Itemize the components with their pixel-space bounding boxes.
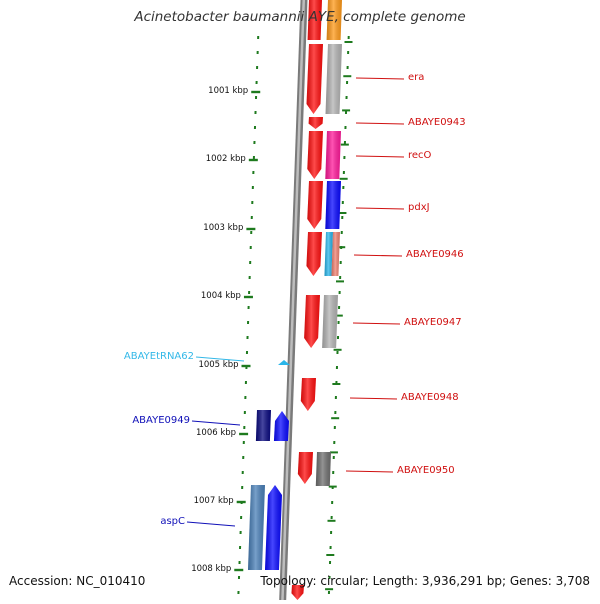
tick-label: 1006 kbp bbox=[146, 428, 236, 438]
tick-label: 1008 kbp bbox=[141, 564, 231, 574]
leader-line-right bbox=[354, 255, 402, 256]
gene-category-era-shade bbox=[326, 44, 342, 114]
gene-arrow-abaye0943-shade bbox=[309, 117, 323, 129]
gene-category-aspc-shade bbox=[248, 485, 265, 570]
gene-arrow-aspc-shade bbox=[265, 485, 282, 570]
leader-line-right bbox=[353, 323, 400, 324]
gene-arrow-abaye0947-shade bbox=[304, 295, 320, 348]
map-title: Acinetobacter baumannii AYE, complete ge… bbox=[0, 9, 600, 25]
gene-label-abaye0949[interactable]: ABAYE0949 bbox=[90, 415, 190, 426]
gene-label-abayetrna62[interactable]: ABAYEtRNA62 bbox=[94, 351, 194, 362]
gene-category-abaye0950-shade bbox=[316, 452, 331, 486]
leader-line-right bbox=[356, 208, 404, 209]
gene-label-abaye0948[interactable]: ABAYE0948 bbox=[401, 392, 459, 403]
gene-arrow-abaye0950-shade bbox=[298, 452, 313, 484]
tick-label: 1007 kbp bbox=[144, 496, 234, 506]
gene-arrow-era-shade bbox=[307, 44, 323, 114]
gene-category-reco-shade bbox=[325, 131, 341, 179]
gene-label-abaye0946[interactable]: ABAYE0946 bbox=[406, 249, 464, 260]
gene-label-abaye0947[interactable]: ABAYE0947 bbox=[404, 317, 462, 328]
gene-arrow-abaye0948-shade bbox=[301, 378, 316, 411]
leader-line-left bbox=[192, 421, 240, 425]
leader-line-right bbox=[350, 398, 397, 399]
gene-category-abaye0949-shade bbox=[256, 410, 271, 441]
leader-line-right bbox=[346, 471, 393, 472]
leader-line-left bbox=[187, 522, 235, 526]
gene-label-reco[interactable]: recO bbox=[408, 150, 431, 161]
leader-line-right bbox=[356, 123, 404, 124]
gene-category-abaye0947-shade bbox=[322, 295, 338, 348]
gene-arrow-pdxj-shade bbox=[307, 181, 323, 229]
tick-label: 1002 kbp bbox=[156, 154, 246, 164]
tick-label: 1004 kbp bbox=[151, 291, 241, 301]
gene-label-abaye0950[interactable]: ABAYE0950 bbox=[397, 465, 455, 476]
gene-label-aspc[interactable]: aspC bbox=[85, 516, 185, 527]
gene-label-abaye0943[interactable]: ABAYE0943 bbox=[408, 117, 466, 128]
gene-label-pdxj[interactable]: pdxJ bbox=[408, 202, 430, 213]
gene-arrow-abaye0946-shade bbox=[306, 232, 322, 276]
accession-text: Accession: NC_010410 bbox=[9, 574, 145, 588]
genome-summary-text: Topology: circular; Length: 3,936,291 bp… bbox=[260, 574, 590, 588]
tick-label: 1003 kbp bbox=[153, 223, 243, 233]
backbone-highlight bbox=[281, 0, 306, 600]
tick-label: 1001 kbp bbox=[158, 86, 248, 96]
gene-category-pdxj-shade bbox=[325, 181, 341, 229]
genome-backbone bbox=[279, 0, 308, 600]
gene-label-era[interactable]: era bbox=[408, 72, 424, 83]
gene-arrow-reco-shade bbox=[307, 131, 323, 179]
leader-line-right bbox=[356, 78, 404, 79]
leader-line-right bbox=[356, 156, 404, 157]
